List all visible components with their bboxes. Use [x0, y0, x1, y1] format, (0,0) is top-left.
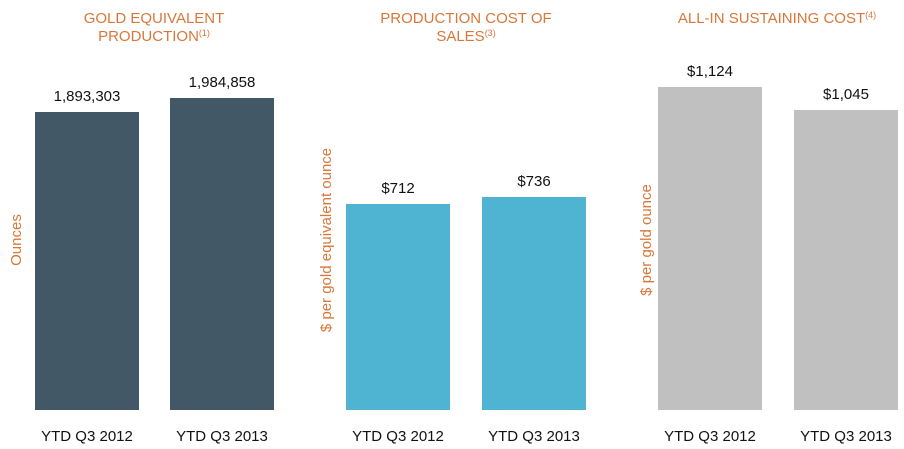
value-label: $712 [381, 179, 415, 197]
bar [346, 203, 450, 410]
title-superscript: (3) [484, 28, 496, 38]
chart-title: ALL-IN SUSTAINING COST(4) [667, 10, 887, 28]
y-axis-label: Ounces [8, 214, 25, 266]
chart-title: GOLD EQUIVALENT PRODUCTION(1) [44, 10, 264, 46]
title-text: ALL-IN SUSTAINING COST [677, 10, 866, 27]
x-tick-label: YTD Q3 2012 [664, 428, 756, 445]
chart-title: PRODUCTION COST OF SALES(3) [356, 10, 576, 46]
title-superscript: (1) [198, 28, 210, 38]
x-tick-label: YTD Q3 2012 [352, 428, 444, 445]
y-axis-label: $ per gold ounce [638, 184, 655, 296]
value-label: $1,124 [687, 63, 733, 80]
bar [170, 98, 274, 410]
y-axis-label: $ per gold equivalent ounce [318, 147, 335, 333]
x-tick-label: YTD Q3 2013 [176, 428, 268, 445]
value-label: 1,984,858 [188, 74, 256, 91]
bar [482, 197, 586, 410]
value-label: $1,045 [823, 85, 869, 103]
x-tick-label: YTD Q3 2012 [41, 428, 133, 445]
title-text: GOLD EQUIVALENT PRODUCTION [83, 10, 225, 45]
bar [35, 112, 139, 410]
value-label: $736 [517, 173, 551, 190]
value-label: 1,893,303 [53, 88, 121, 106]
bar [794, 109, 898, 410]
bar [658, 87, 762, 410]
title-text: PRODUCTION COST OF SALES [380, 10, 552, 45]
x-tick-label: YTD Q3 2013 [800, 428, 892, 445]
title-superscript: (4) [865, 10, 877, 20]
x-tick-label: YTD Q3 2013 [488, 428, 580, 445]
